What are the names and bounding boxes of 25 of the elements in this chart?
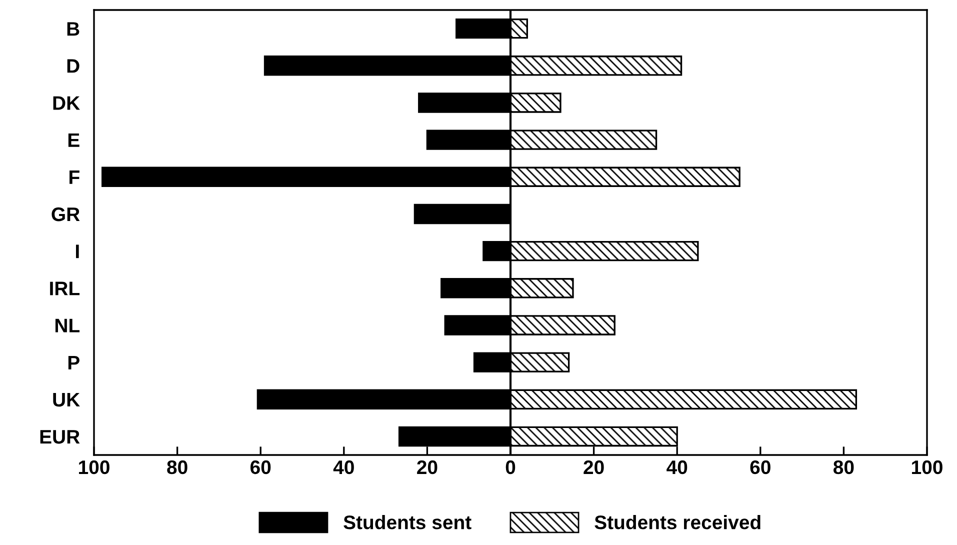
y-tick-label: D (67, 59, 80, 73)
legend-label: Students sent (344, 514, 472, 530)
y-tick-label: NL (55, 318, 80, 332)
y-tick-label: UK (53, 393, 80, 407)
x-tick-label: 60 (750, 460, 770, 474)
x-tick-label: 40 (333, 460, 354, 474)
x-tick-label: 60 (250, 460, 271, 474)
y-tick-label: E (68, 133, 80, 147)
x-tick-label: 20 (417, 460, 438, 474)
y-tick-label: B (67, 22, 80, 36)
x-tick-label: 0 (506, 460, 516, 474)
y-tick-label: P (68, 356, 80, 370)
y-tick-label: DK (53, 96, 80, 110)
x-tick-label: 80 (167, 460, 188, 474)
y-tick-label: F (70, 170, 80, 184)
x-tick-label: 80 (834, 460, 854, 474)
legend-label: Students received (594, 514, 760, 530)
x-tick-label: 100 (79, 460, 110, 474)
x-tick-label: 100 (912, 460, 942, 474)
y-tick-label: EUR (40, 430, 80, 444)
y-tick-label: GR (52, 207, 80, 222)
x-tick-label: 20 (584, 460, 604, 474)
y-tick-label: IRL (50, 282, 80, 296)
x-tick-label: 40 (666, 460, 688, 474)
y-tick-label: I (76, 244, 79, 258)
